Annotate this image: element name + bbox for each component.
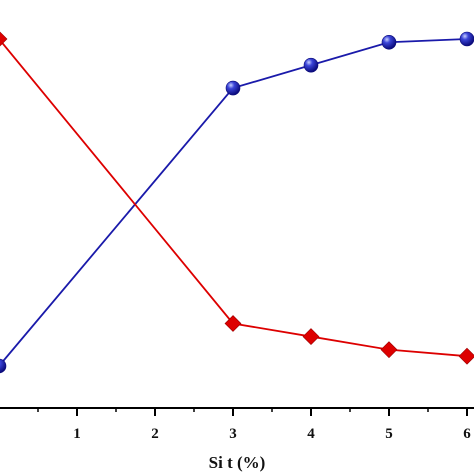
series-layer (0, 31, 474, 374)
x-tick-label: 4 (307, 426, 315, 442)
x-tick-label: 3 (229, 426, 237, 442)
data-point (381, 34, 397, 50)
x-tick-label: 5 (385, 426, 393, 442)
data-point (303, 57, 319, 73)
x-tick-label: 2 (151, 426, 159, 442)
series-diamond (0, 31, 474, 365)
x-tick-label: 1 (73, 426, 81, 442)
data-point (225, 80, 241, 96)
data-point (380, 341, 398, 359)
data-point (224, 315, 242, 332)
axes: 1 2 3 4 5 6 (0, 407, 474, 442)
x-tick-label: 6 (463, 426, 471, 442)
data-point (302, 328, 320, 345)
series-circle (0, 31, 474, 374)
x-axis-title: Si t (%) (209, 453, 266, 472)
data-point (458, 347, 474, 365)
data-point (0, 358, 7, 374)
data-point (0, 31, 8, 47)
data-point (459, 31, 474, 47)
